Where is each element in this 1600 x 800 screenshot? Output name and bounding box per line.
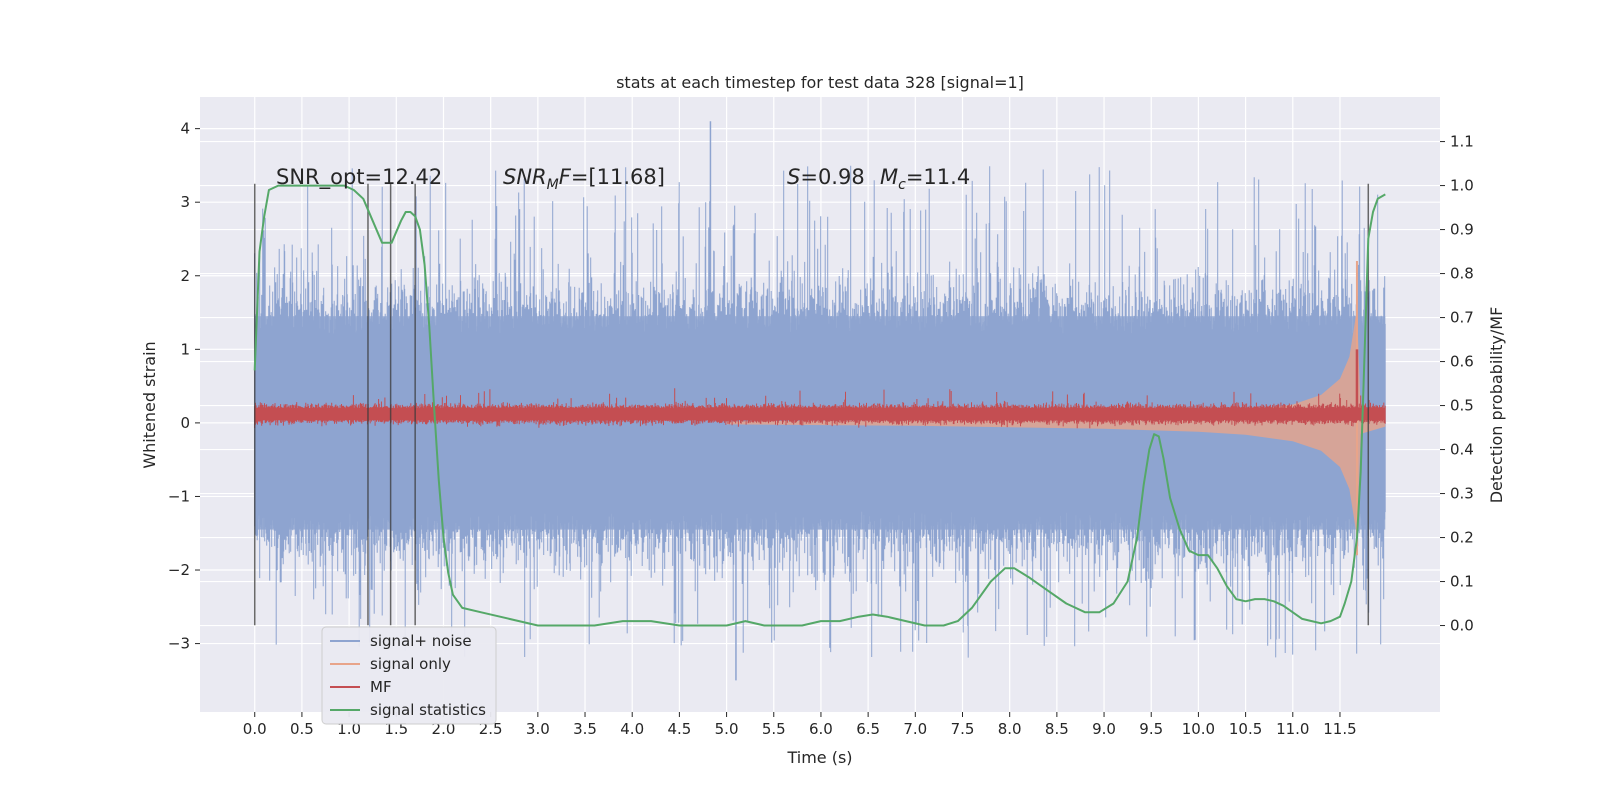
y-right-tick-label: 0.8 (1450, 265, 1474, 283)
x-axis-label: Time (s) (786, 748, 852, 767)
x-tick-label: 4.5 (667, 720, 691, 738)
y-left-tick-label: −1 (168, 487, 190, 505)
y-right-tick-label: 0.1 (1450, 573, 1474, 591)
annotation-s-symbol: S (787, 165, 800, 189)
y-left-tick-label: 4 (180, 120, 190, 138)
annotation-snr-mf-subscript: M (547, 177, 559, 193)
series-signal-statistics (253, 184, 1386, 627)
y-right-tick-label: 0.2 (1450, 529, 1474, 547)
y-right-tick-label: 0.3 (1450, 485, 1474, 503)
x-tick-label: 7.5 (951, 720, 975, 738)
annotation-mc-value: =11.4 (906, 165, 970, 189)
y-right-tick-label: 1.1 (1450, 133, 1474, 151)
x-tick-label: 10.0 (1182, 720, 1215, 738)
x-tick-label: 3.0 (526, 720, 550, 738)
x-tick-label: 4.0 (620, 720, 644, 738)
annotation-snr-opt: SNR_opt=12.42 (276, 165, 442, 190)
x-tick-label: 11.0 (1276, 720, 1309, 738)
x-tick-label: 8.0 (998, 720, 1022, 738)
x-tick-label: 5.5 (762, 720, 786, 738)
annotation-s-value: =0.98 (800, 165, 864, 189)
chirp-envelope (726, 308, 1386, 537)
legend-label-signal-only: signal only (370, 655, 451, 673)
annotation-snr-mf-f: F (559, 165, 572, 189)
x-tick-label: 0.5 (290, 720, 314, 738)
legend: signal+ noise signal only MF signal stat… (321, 626, 497, 725)
y-left-tick-label: −3 (168, 635, 190, 653)
x-tick-label: 0.0 (243, 720, 267, 738)
annotation-mc-subscript: c (898, 177, 906, 193)
y-right-tick-label: 0.6 (1450, 353, 1474, 371)
x-tick-label: 11.5 (1323, 720, 1356, 738)
stat-line (253, 184, 1386, 627)
y-right-tick-label: 1.0 (1450, 177, 1474, 195)
y-right-tick-label: 0.5 (1450, 397, 1474, 415)
legend-label-signal-noise: signal+ noise (370, 632, 472, 650)
y-right-tick-label: 0.4 (1450, 441, 1474, 459)
annotation-mc-symbol: M (880, 165, 898, 189)
annotation-snr-mf-value: =[11.68] (571, 165, 665, 189)
y-left-tick-label: −2 (168, 561, 190, 579)
x-tick-label: 8.5 (1045, 720, 1069, 738)
y-right-tick-label: 0.9 (1450, 221, 1474, 239)
y-left-tick-label: 0 (180, 414, 190, 432)
y-right-tick-label: 0.0 (1450, 617, 1474, 635)
y-left-tick-label: 2 (180, 267, 190, 285)
annotation-mc: Mc=11.4 (880, 165, 970, 193)
x-tick-label: 6.0 (809, 720, 833, 738)
x-tick-label: 9.5 (1139, 720, 1163, 738)
y-right-tick-label: 0.7 (1450, 309, 1474, 327)
x-tick-label: 5.0 (715, 720, 739, 738)
y-left-tick-label: 3 (180, 193, 190, 211)
legend-label-mf: MF (370, 678, 392, 696)
x-tick-label: 6.5 (856, 720, 880, 738)
x-tick-label: 10.5 (1229, 720, 1262, 738)
chart-title: stats at each timestep for test data 328… (616, 73, 1024, 92)
annotation-snr-mf-symbol: SNR (503, 165, 547, 189)
y-axis-left-label: Whitened strain (140, 341, 159, 468)
y-left-tick-label: 1 (180, 340, 190, 358)
legend-box (321, 626, 497, 725)
annotation-s: S=0.98 (787, 165, 865, 189)
x-tick-label: 3.5 (573, 720, 597, 738)
x-tick-label: 9.0 (1092, 720, 1116, 738)
y-axis-right-label: Detection probability/MF (1487, 307, 1506, 504)
annotation-snr-mf: SNRMF=[11.68] (503, 165, 665, 193)
x-tick-label: 7.0 (903, 720, 927, 738)
legend-label-signal-statistics: signal statistics (370, 701, 486, 719)
